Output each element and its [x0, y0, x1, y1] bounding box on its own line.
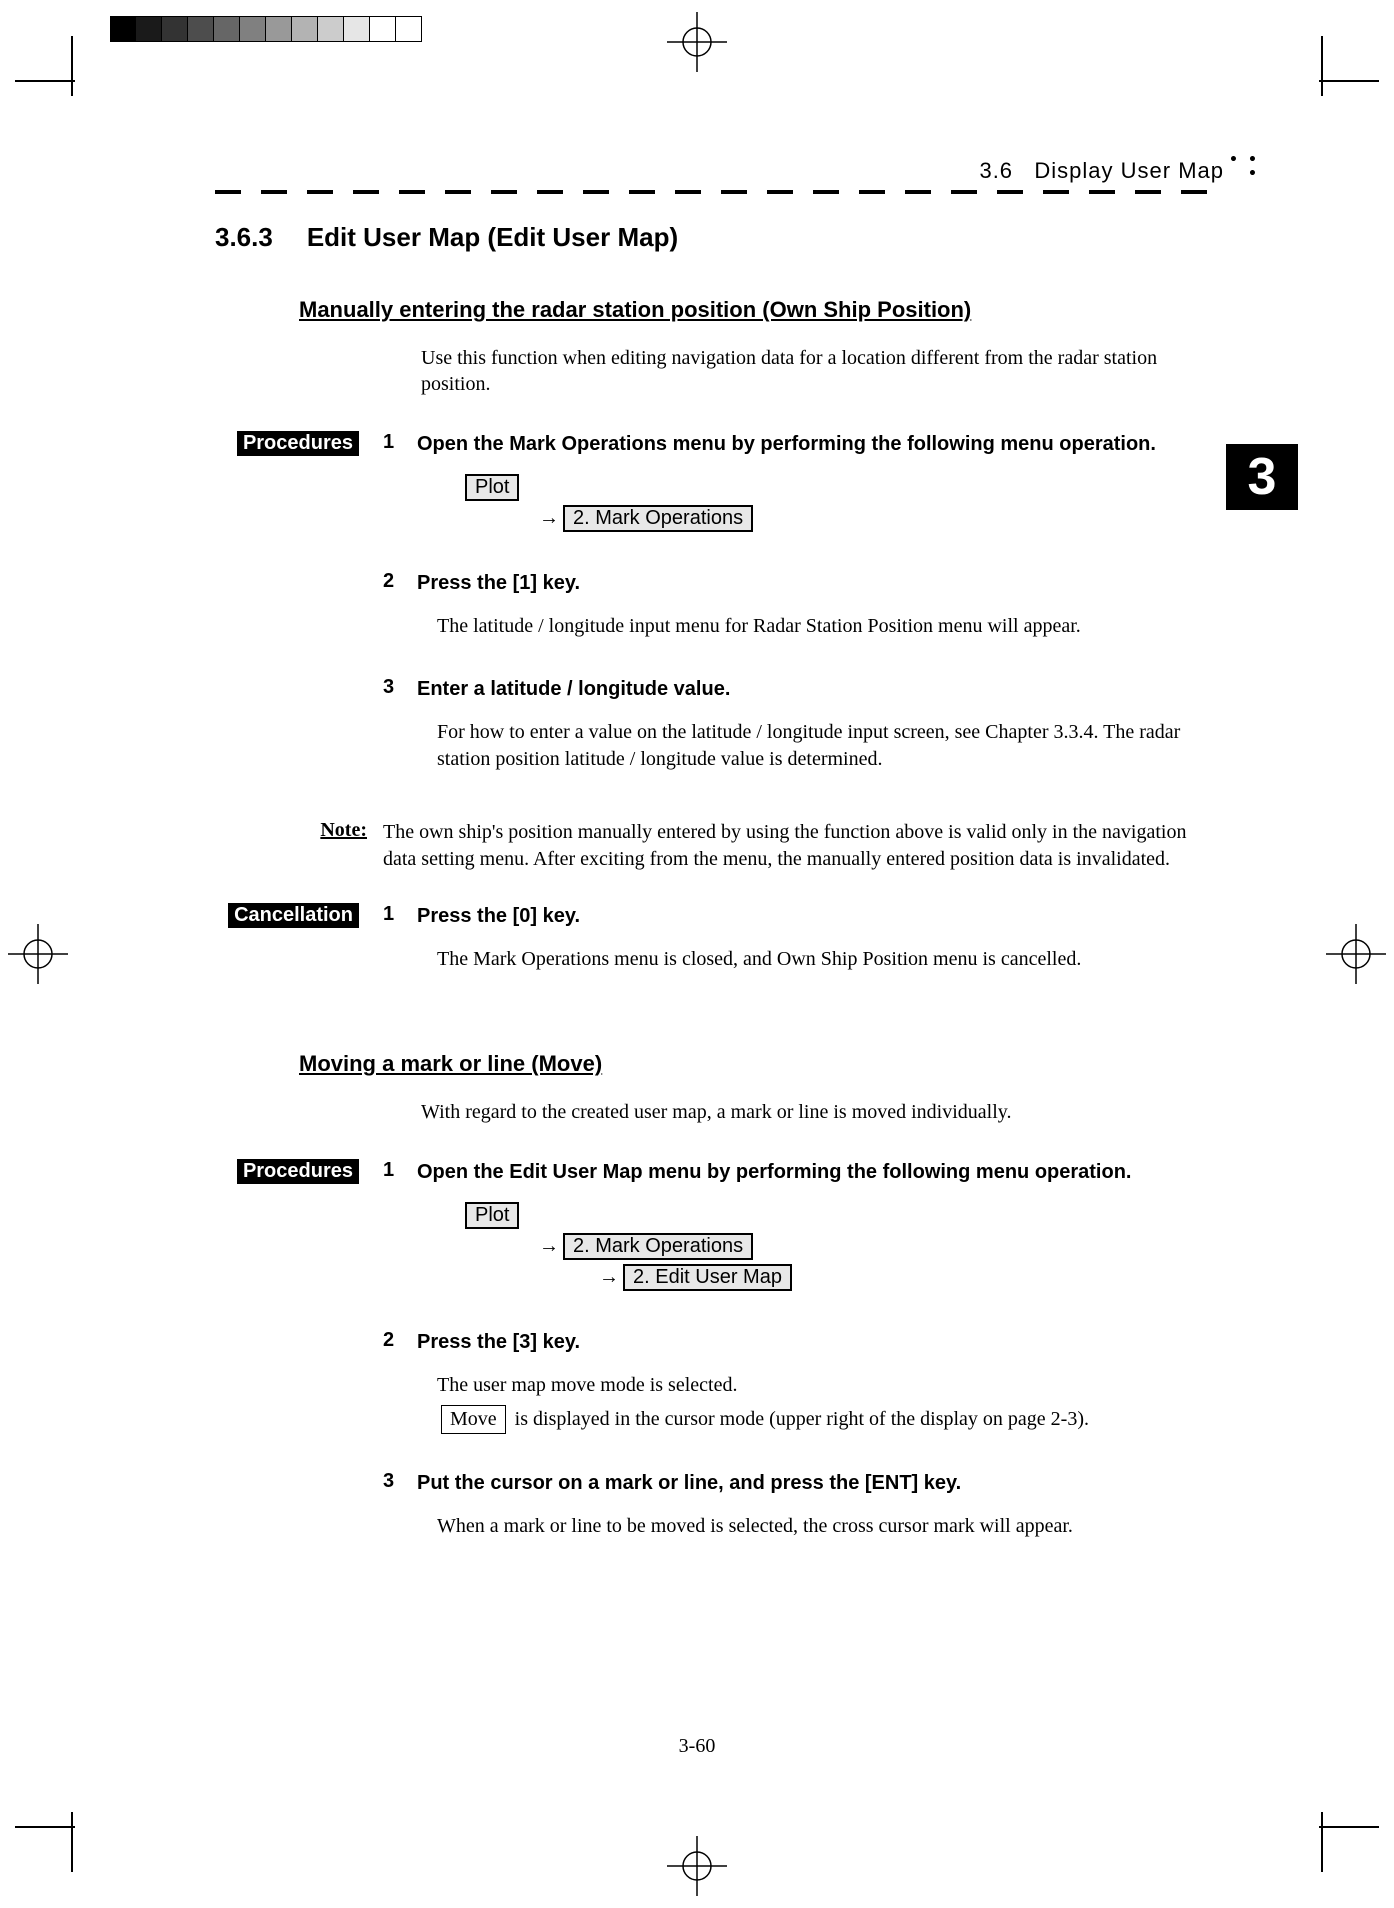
- procedures-label: Procedures: [237, 1159, 359, 1184]
- step-3b: 3 Put the cursor on a mark or line, and …: [383, 1470, 1224, 1562]
- step-title: Put the cursor on a mark or line, and pr…: [417, 1470, 1224, 1497]
- menu-box-plot: Plot: [465, 474, 519, 501]
- step-title: Press the [0] key.: [417, 903, 1224, 930]
- step-2b: 2 Press the [3] key. The user map move m…: [383, 1329, 1224, 1456]
- step-title: Press the [1] key.: [417, 570, 1224, 597]
- page-number: 3-60: [0, 1735, 1394, 1758]
- step-title: Open the Edit User Map menu by performin…: [417, 1159, 1224, 1186]
- calibration-strip: [110, 16, 422, 42]
- registration-mark-bottom: [667, 1836, 727, 1896]
- intro-para-2: With regard to the created user map, a m…: [421, 1099, 1224, 1125]
- subheading-own-ship: Manually entering the radar station posi…: [299, 297, 1224, 323]
- step-num: 3: [383, 676, 417, 795]
- step-text: When a mark or line to be moved is selec…: [437, 1513, 1224, 1540]
- section-heading: 3.6.3 Edit User Map (Edit User Map): [215, 222, 1224, 253]
- section-title: Edit User Map (Edit User Map): [307, 222, 678, 252]
- registration-mark-right: [1326, 924, 1386, 984]
- step-num: 3: [383, 1470, 417, 1562]
- step-text-tail: is displayed in the cursor mode (upper r…: [510, 1408, 1089, 1430]
- menu-box-mark-ops: 2. Mark Operations: [563, 505, 753, 532]
- registration-mark-left: [8, 924, 68, 984]
- arrow-icon: →: [599, 1266, 619, 1288]
- step-1b: 1 Open the Edit User Map menu by perform…: [383, 1159, 1224, 1315]
- step-num: 1: [383, 903, 417, 995]
- header-dots-icon: ･･･: [1226, 154, 1264, 182]
- chapter-tab: 3: [1226, 444, 1298, 510]
- menu-box-mark-ops: 2. Mark Operations: [563, 1233, 753, 1260]
- menu-sequence-2: Plot →2. Mark Operations →2. Edit User M…: [465, 1202, 1224, 1291]
- step-text: For how to enter a value on the latitude…: [437, 719, 1224, 773]
- crop-mark-top-right: [1319, 24, 1379, 84]
- step-text-with-box: Move is displayed in the cursor mode (up…: [437, 1405, 1224, 1434]
- crop-mark-bottom-right: [1319, 1824, 1379, 1884]
- procedures-block-2: Procedures 1 Open the Edit User Map menu…: [215, 1159, 1224, 1576]
- move-box: Move: [441, 1405, 506, 1434]
- procedures-block-1: Procedures 1 Open the Mark Operations me…: [215, 431, 1224, 809]
- step-text: The user map move mode is selected.: [437, 1372, 1224, 1399]
- running-header: 3.6 Display User Map ･･･: [215, 158, 1224, 184]
- step-3: 3 Enter a latitude / longitude value. Fo…: [383, 676, 1224, 795]
- intro-para-1: Use this function when editing navigatio…: [421, 345, 1224, 397]
- step-1: 1 Open the Mark Operations menu by perfo…: [383, 431, 1224, 556]
- arrow-icon: →: [539, 1235, 559, 1257]
- note-label: Note:: [320, 819, 367, 841]
- step-2: 2 Press the [1] key. The latitude / long…: [383, 570, 1224, 662]
- running-header-rule: [215, 190, 1224, 194]
- step-title: Press the [3] key.: [417, 1329, 1224, 1356]
- running-header-title: Display User Map: [1034, 158, 1224, 183]
- step-text: The Mark Operations menu is closed, and …: [437, 946, 1224, 973]
- cancel-step-1: 1 Press the [0] key. The Mark Operations…: [383, 903, 1224, 995]
- crop-mark-bottom-left: [15, 1824, 75, 1884]
- running-header-ref: 3.6: [979, 158, 1013, 183]
- section-number: 3.6.3: [215, 222, 273, 253]
- note-block: Note: The own ship's position manually e…: [215, 819, 1224, 873]
- menu-sequence-1: Plot →2. Mark Operations: [465, 474, 1224, 532]
- step-text: The latitude / longitude input menu for …: [437, 613, 1224, 640]
- step-num: 2: [383, 570, 417, 662]
- cancellation-label: Cancellation: [228, 903, 359, 928]
- procedures-label: Procedures: [237, 431, 359, 456]
- crop-mark-top-left: [15, 24, 75, 84]
- note-text: The own ship's position manually entered…: [383, 819, 1224, 873]
- arrow-icon: →: [539, 507, 559, 529]
- step-title: Open the Mark Operations menu by perform…: [417, 431, 1224, 458]
- menu-box-edit-user-map: 2. Edit User Map: [623, 1264, 792, 1291]
- registration-mark-top: [667, 12, 727, 72]
- step-title: Enter a latitude / longitude value.: [417, 676, 1224, 703]
- cancellation-block: Cancellation 1 Press the [0] key. The Ma…: [215, 903, 1224, 1009]
- menu-box-plot: Plot: [465, 1202, 519, 1229]
- step-num: 1: [383, 431, 417, 556]
- step-num: 2: [383, 1329, 417, 1456]
- running-header-text: 3.6 Display User Map: [979, 158, 1224, 184]
- content: 3.6.3 Edit User Map (Edit User Map) Manua…: [215, 222, 1224, 1584]
- step-num: 1: [383, 1159, 417, 1315]
- page: 3.6 Display User Map ･･･ 3 3.6.3 Edit Use…: [0, 0, 1394, 1908]
- subheading-move: Moving a mark or line (Move): [299, 1051, 1224, 1077]
